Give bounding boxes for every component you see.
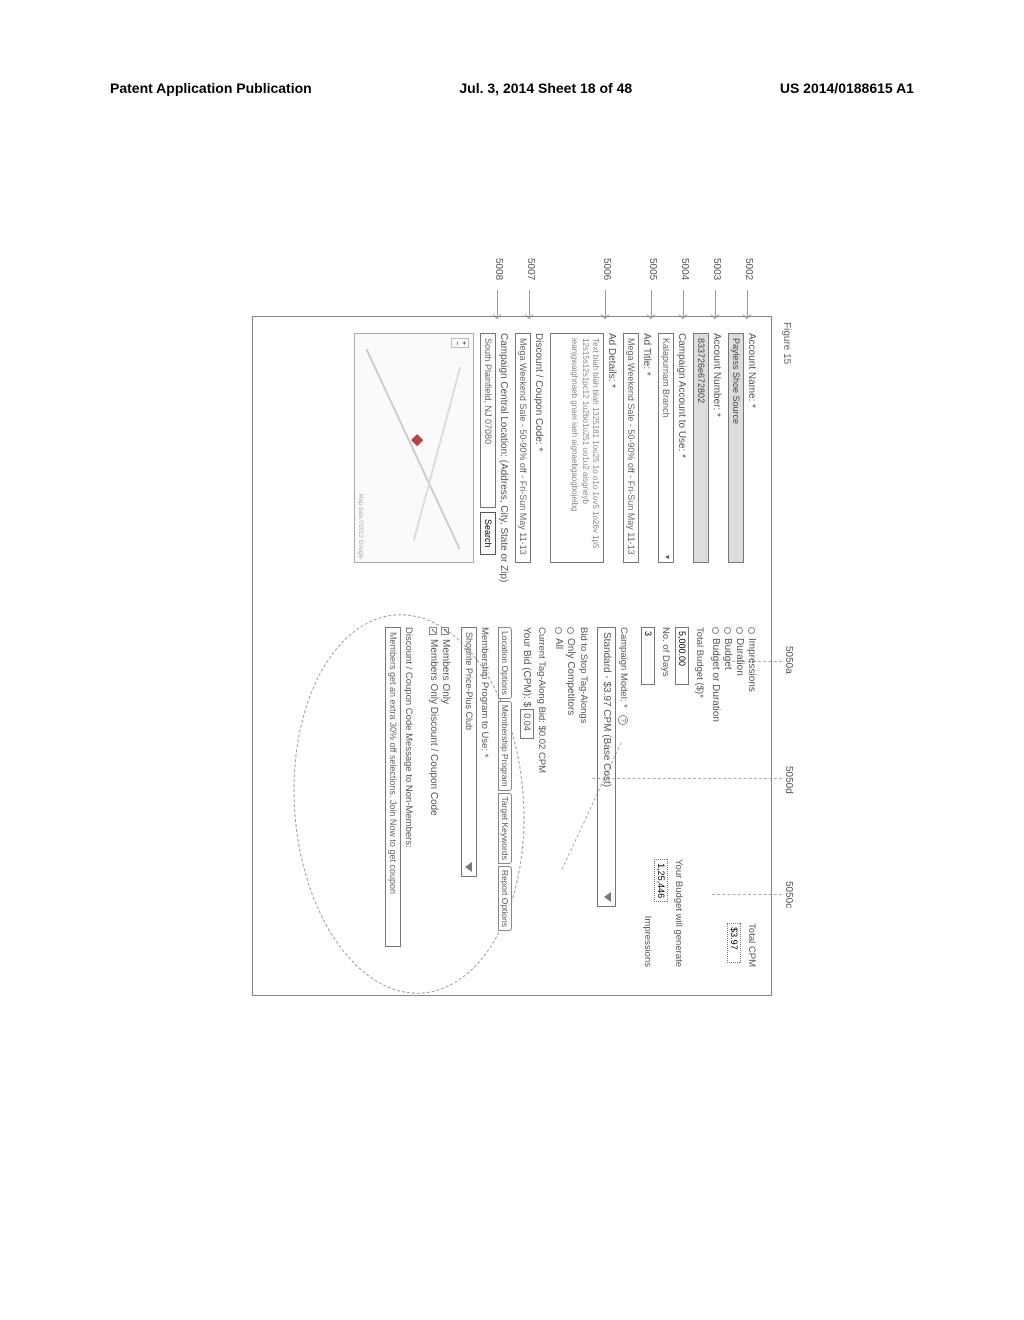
discount-coupon-input[interactable]: Mega Weekend Sale - 50-90% off - Fri-Sun… <box>515 333 531 563</box>
page-header: Patent Application Publication Jul. 3, 2… <box>100 80 924 96</box>
total-budget-label: Total Budget ($)* <box>694 627 705 698</box>
ad-details-label: Ad Details: * <box>606 333 617 613</box>
ref-5050a: 5050a <box>783 646 794 674</box>
current-tag-along-label: Current Tag-Along Bid: $0.02 CPM <box>536 627 547 967</box>
central-location-label: Campaign Central Location: (Address, Cit… <box>498 333 509 613</box>
no-days-input[interactable]: 3 <box>641 627 655 685</box>
map-road-1 <box>366 349 461 549</box>
figure-label: Figure 15 <box>781 322 792 364</box>
form-panel: Account Name: * Payless Shoe Source Acco… <box>252 316 772 996</box>
figure-rotated: Figure 15 5050a 5050d 5050c 5002 5003 50… <box>252 316 772 996</box>
search-button[interactable]: Search <box>480 512 496 555</box>
budget-gen-label: Your Budget will generate <box>673 859 684 967</box>
ref-5007: 5007 <box>525 258 536 280</box>
ref-5003: 5003 <box>711 258 722 280</box>
campaign-account-label: Campaign Account to Use: * <box>676 333 687 613</box>
campaign-account-select[interactable]: Kalapurnam Branch <box>658 333 674 563</box>
ref-5050d: 5050d <box>783 766 794 794</box>
ad-details-textarea[interactable]: Text blah blah blah 1325181 1ou25 1o o1o… <box>550 333 604 563</box>
budget-gen-value: 1,25,446 <box>654 859 668 902</box>
field-account-name: Account Name: * Payless Shoe Source <box>728 333 757 613</box>
your-bid-input[interactable]: 0.04 <box>520 709 534 739</box>
header-center: Jul. 3, 2014 Sheet 18 of 48 <box>459 80 632 96</box>
ref-5006: 5006 <box>601 258 612 280</box>
radio-impressions[interactable]: Impressions <box>746 627 757 722</box>
check-members-only[interactable]: Members Only <box>440 627 451 967</box>
field-ad-details: Ad Details: * Text blah blah blah 132518… <box>550 333 617 613</box>
total-cpm-label: Total CPM <box>746 923 757 967</box>
left-column: Account Name: * Payless Shoe Source Acco… <box>267 333 757 613</box>
radio-duration[interactable]: Duration <box>734 627 745 722</box>
header-right: US 2014/0188615 A1 <box>780 80 914 96</box>
ref-5005: 5005 <box>647 258 658 280</box>
ref-5050c: 5050c <box>783 881 794 908</box>
tab-location-options[interactable]: Location Options <box>498 627 512 699</box>
nonmember-msg-label: Discount / Coupon Code Message to Non-Me… <box>403 627 414 967</box>
membership-select[interactable]: Shoprite Price-Plus Club <box>461 627 477 877</box>
budget-mode-radios: Impressions Duration Budget Budget or Du… <box>709 627 757 722</box>
map-road-2 <box>412 367 461 541</box>
field-ad-title: Ad Title: * Mega Weekend Sale - 50-90% o… <box>623 333 652 613</box>
ad-title-label: Ad Title: * <box>641 333 652 613</box>
ref-5002: 5002 <box>743 258 754 280</box>
ad-title-input[interactable]: Mega Weekend Sale - 50-90% off - Fri-Sun… <box>623 333 639 563</box>
map-zoom-controls[interactable]: +− <box>451 338 469 348</box>
nonmember-msg-input[interactable]: Members get an extra 30% off selections.… <box>385 627 401 947</box>
budget-gen-unit: Impressions <box>642 859 653 967</box>
tab-report-options[interactable]: Report Options <box>498 866 512 931</box>
your-bid-label: Your Bid (CPM): $ <box>522 627 533 707</box>
option-tabs: Location Options Membership Program Targ… <box>498 627 512 967</box>
ref-5008: 5008 <box>493 258 504 280</box>
account-name-label: Account Name: * <box>746 333 757 613</box>
page: Patent Application Publication Jul. 3, 2… <box>0 0 1024 1320</box>
account-name-input[interactable]: Payless Shoe Source <box>728 333 744 563</box>
bid-stop-label: Bid to Stop Tag-Alongs <box>578 627 589 967</box>
check-members-only-discount[interactable]: Members Only Discount / Coupon Code <box>428 627 439 967</box>
field-central-location: Campaign Central Location: (Address, Cit… <box>480 333 509 613</box>
account-number-input[interactable]: 833726e672802 <box>693 333 709 563</box>
membership-label: Membership Program to Use: * <box>479 627 490 967</box>
ref-5004: 5004 <box>679 258 690 280</box>
help-icon[interactable]: ? <box>618 715 628 725</box>
campaign-model-label: Campaign Model: * <box>618 627 629 708</box>
map-pin-icon: ◆ <box>408 434 428 446</box>
field-campaign-account: Campaign Account to Use: * Kalapurnam Br… <box>658 333 687 613</box>
radio-all[interactable]: All <box>553 627 564 967</box>
central-location-input[interactable]: South Plainfield, NJ 07080 <box>480 333 496 508</box>
header-left: Patent Application Publication <box>110 80 312 96</box>
total-budget-input[interactable]: 5,000.00 <box>675 627 689 685</box>
right-column: Impressions Duration Budget Budget or Du… <box>267 627 757 967</box>
radio-budget[interactable]: Budget <box>722 627 733 722</box>
radio-budget-or-duration[interactable]: Budget or Duration <box>710 627 721 722</box>
campaign-model-select[interactable]: Standard - $3.97 CPM (Base Cost) <box>597 627 616 907</box>
field-account-number: Account Number: * 833726e672802 <box>693 333 722 613</box>
account-number-label: Account Number: * <box>711 333 722 613</box>
tab-membership-program[interactable]: Membership Program <box>498 701 512 791</box>
no-days-label: No. of Days <box>660 627 671 698</box>
tab-target-keywords[interactable]: Target Keywords <box>498 793 512 864</box>
discount-coupon-label: Discount / Coupon Code: * <box>533 333 544 613</box>
field-discount-coupon: Discount / Coupon Code: * Mega Weekend S… <box>515 333 544 613</box>
map-attribution: Map data ©2012 Google <box>357 494 363 559</box>
map[interactable]: +− ◆ Map data ©2012 Google <box>354 333 474 563</box>
total-cpm-value: $3.97 <box>727 923 741 963</box>
radio-only-competitors[interactable]: Only Competitors <box>565 627 576 967</box>
